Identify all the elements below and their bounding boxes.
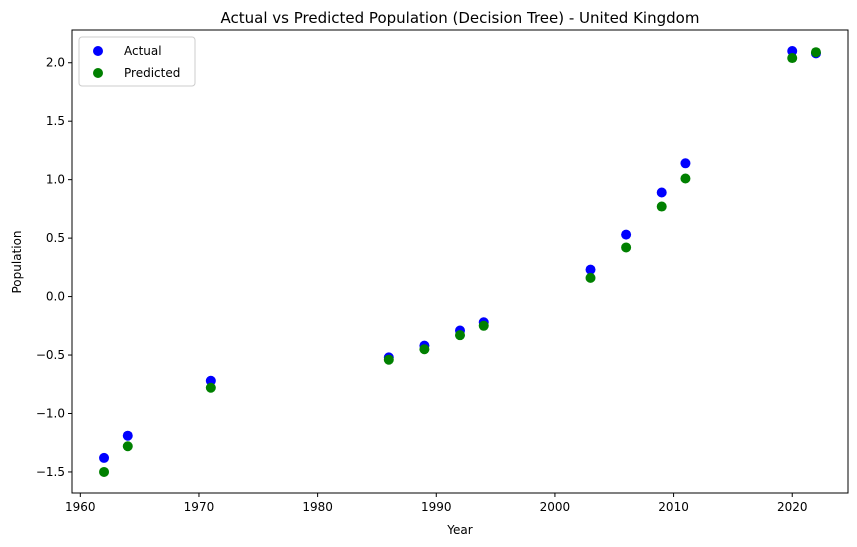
x-tick-label: 1990	[421, 500, 452, 514]
plot-area	[71, 29, 849, 494]
x-tick-label: 2000	[540, 500, 571, 514]
legend-marker-actual	[93, 46, 103, 56]
point-predicted	[656, 201, 667, 212]
point-predicted	[585, 272, 596, 283]
point-predicted	[122, 441, 133, 452]
point-actual	[585, 264, 596, 275]
x-tick-label: 2020	[777, 500, 808, 514]
y-tick-label: 2.0	[46, 56, 65, 70]
x-tick-label: 1960	[65, 500, 96, 514]
plot-frame	[71, 29, 849, 494]
point-actual	[656, 187, 667, 198]
x-tick-label: 1980	[302, 500, 333, 514]
point-predicted	[680, 173, 691, 184]
point-actual	[680, 158, 691, 169]
y-tick-label: 0.0	[46, 290, 65, 304]
point-predicted	[205, 382, 216, 393]
chart-title: Actual vs Predicted Population (Decision…	[221, 9, 700, 27]
legend-label-predicted: Predicted	[124, 66, 180, 80]
point-predicted	[621, 242, 632, 253]
data-points	[99, 46, 821, 477]
point-actual	[205, 375, 216, 386]
point-predicted	[383, 354, 394, 365]
point-actual	[787, 46, 798, 57]
x-tick-label: 1970	[184, 500, 215, 514]
y-tick-label: −0.5	[36, 348, 65, 362]
point-predicted	[787, 53, 798, 64]
legend-box	[78, 36, 196, 87]
point-predicted	[99, 466, 110, 477]
y-tick-label: 1.5	[46, 114, 65, 128]
point-predicted	[455, 330, 465, 341]
x-axis: 1960 1970 1980 1990 2000 2010 2020	[65, 493, 808, 514]
point-actual	[621, 229, 632, 240]
y-axis: −1.5 −1.0 −0.5 0.0 0.5 1.0 1.5 2.0	[36, 56, 72, 479]
y-axis-label: Population	[10, 230, 24, 293]
point-predicted	[810, 47, 821, 58]
legend-marker-predicted	[93, 68, 103, 78]
point-actual	[122, 430, 133, 441]
x-tick-label: 2010	[658, 500, 689, 514]
x-axis-label: Year	[446, 523, 472, 537]
y-tick-label: −1.0	[36, 406, 65, 420]
point-predicted	[478, 320, 489, 331]
y-tick-label: −1.5	[36, 465, 65, 479]
legend: Actual Predicted	[78, 36, 196, 87]
point-actual	[99, 452, 110, 463]
point-predicted	[419, 344, 430, 355]
y-tick-label: 0.5	[46, 231, 65, 245]
legend-label-actual: Actual	[124, 44, 162, 58]
y-tick-label: 1.0	[46, 173, 65, 187]
